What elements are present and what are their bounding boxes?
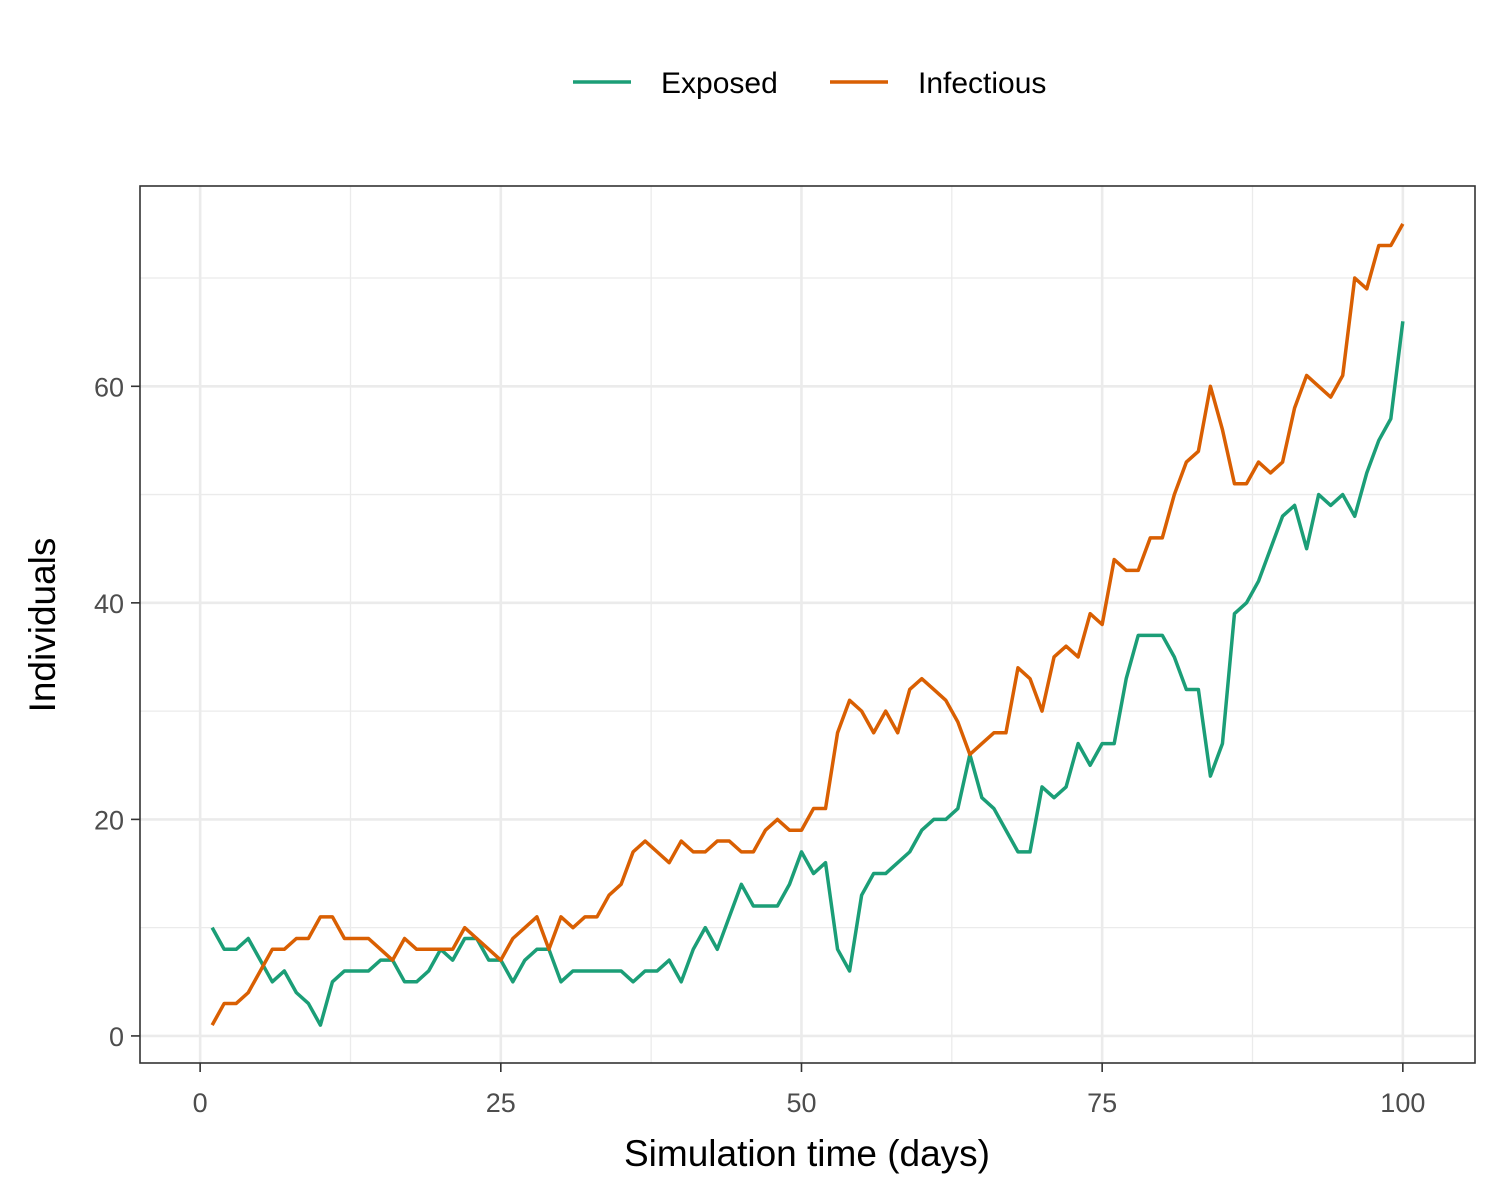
series-line-exposed [210, 321, 1405, 1027]
y-tick-label: 60 [94, 372, 124, 402]
x-tick-label: 75 [1087, 1088, 1117, 1118]
series-line-infectious [210, 223, 1405, 1026]
x-tick-label: 100 [1380, 1088, 1425, 1118]
legend-label-infectious: Infectious [918, 67, 1046, 100]
plot-border [139, 185, 1476, 1064]
y-axis-title: Individuals [22, 538, 63, 713]
x-axis-title: Simulation time (days) [624, 1133, 990, 1174]
y-tick-label: 0 [109, 1022, 124, 1052]
series-layer [210, 223, 1405, 1027]
x-tick-label: 25 [486, 1088, 516, 1118]
x-tick-label: 50 [786, 1088, 816, 1118]
legend-label-exposed: Exposed [661, 67, 778, 100]
y-tick-label: 20 [94, 805, 124, 835]
y-tick-label: 40 [94, 589, 124, 619]
x-tick-label: 0 [193, 1088, 208, 1118]
x-axis: 0 25 50 75 100 [193, 1063, 1425, 1118]
y-axis: 0 20 40 60 [94, 372, 140, 1052]
legend: Exposed Infectious [573, 67, 1046, 100]
